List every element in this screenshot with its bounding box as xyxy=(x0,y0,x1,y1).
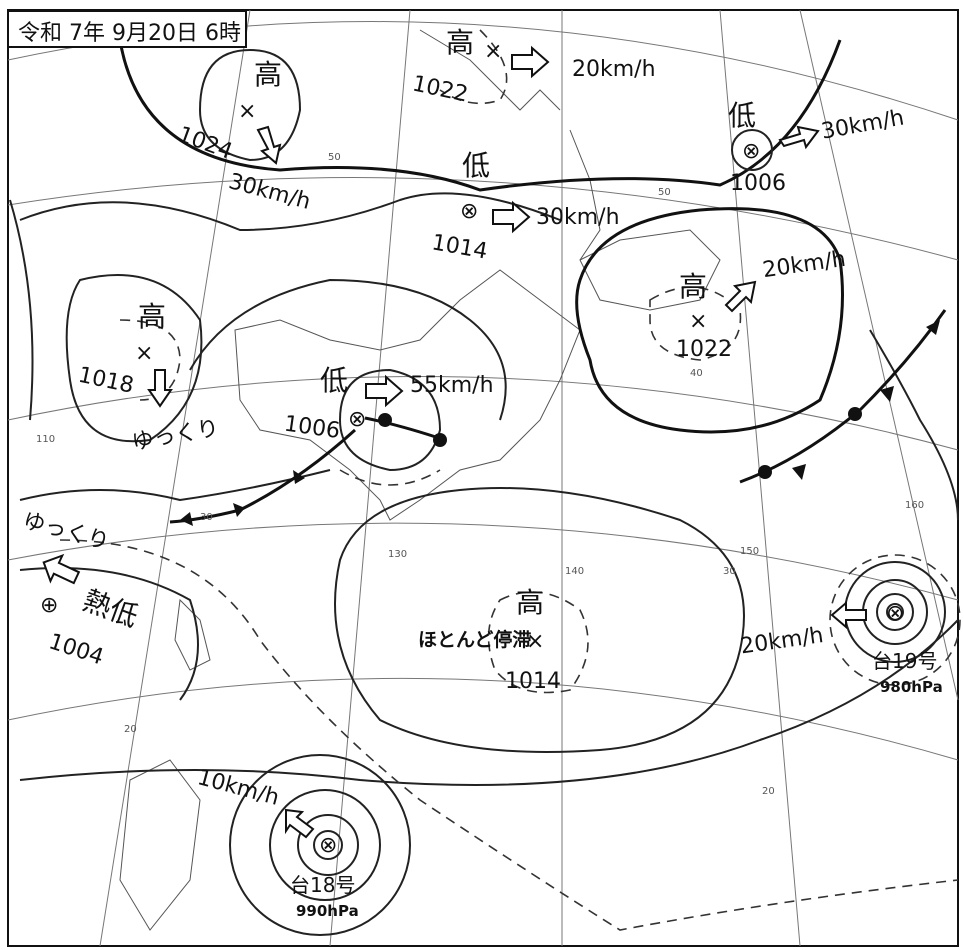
lat-label: 50 xyxy=(658,187,671,198)
map-label: 高 xyxy=(446,26,474,59)
lat-label: 20 xyxy=(762,786,775,797)
high-center-icon: × xyxy=(238,99,256,124)
high-pressure-1014-south: 高 × 1014 ほとんど停滞 xyxy=(418,586,561,694)
movement-arrow-icon xyxy=(492,200,531,234)
coastlines xyxy=(119,29,721,931)
cold-front xyxy=(169,428,357,524)
map-label: 980hPa xyxy=(880,678,943,696)
movement-arrow-icon xyxy=(830,600,867,630)
lon-label: 110 xyxy=(36,434,55,445)
map-label: 低 xyxy=(728,99,756,132)
movement-arrow-icon xyxy=(147,369,173,408)
lat-label: 20 xyxy=(124,724,137,735)
map-label: 1006 xyxy=(730,171,786,196)
lon-label: 140 xyxy=(565,566,584,577)
map-label: 台18号 xyxy=(290,873,355,897)
map-label: 高 xyxy=(138,300,166,333)
movement-arrow-icon xyxy=(42,553,81,585)
high-center-icon: × xyxy=(484,39,502,64)
lon-label: 160 xyxy=(905,500,924,511)
low-center-icon: ⊗ xyxy=(348,407,366,432)
title-text: 令和 7年 9月20日 6時 xyxy=(18,21,241,46)
map-label: 高 xyxy=(254,58,282,91)
lat-label: 30 xyxy=(200,512,213,523)
movement-arrow-icon xyxy=(285,808,315,839)
high-pressure-1018: 高 × 1018 ゆっくり xyxy=(76,300,221,456)
grid-labels: 50 50 40 30 20 20 110 130 140 150 160 30 xyxy=(36,152,924,797)
lon-label: 150 xyxy=(740,546,759,557)
high-center-icon: × xyxy=(135,341,153,366)
movement-arrow-icon xyxy=(256,125,282,165)
movement-arrow-icon xyxy=(724,280,757,313)
high-center-icon: × xyxy=(526,629,544,654)
map-label: 高 xyxy=(679,270,707,303)
lat-label: 40 xyxy=(690,368,703,379)
map-label: 1014 xyxy=(505,669,561,694)
map-label: 1022 xyxy=(676,337,732,362)
lon-label: 130 xyxy=(388,549,407,560)
map-title: 令和 7年 9月20日 6時 xyxy=(7,10,247,48)
map-label: 20km/h xyxy=(572,57,656,82)
high-center-icon: × xyxy=(689,309,707,334)
map-label: 低 xyxy=(462,149,490,182)
movement-arrow-icon xyxy=(778,125,820,150)
typhoon-center-icon: ⊗ xyxy=(886,601,904,626)
movement-arrow-icon xyxy=(511,45,550,79)
tropical-low-center-icon: ⊕ xyxy=(40,593,58,618)
lat-label: 30 xyxy=(723,566,736,577)
fronts xyxy=(169,309,947,526)
low-center-icon: ⊗ xyxy=(742,139,760,164)
low-pressure-1006-japan-sea: 低 ⊗ 1006 55km/h xyxy=(283,364,494,444)
map-frame xyxy=(7,9,959,947)
typhoon-center-icon: ⊗ xyxy=(319,833,337,858)
lat-label: 50 xyxy=(328,152,341,163)
map-label: 高 xyxy=(516,586,544,619)
map-label: 台19号 xyxy=(872,649,937,673)
map-label: 990hPa xyxy=(296,902,359,920)
map-label: 55km/h xyxy=(410,373,494,398)
map-label: 低 xyxy=(320,364,348,397)
low-center-icon: ⊗ xyxy=(460,199,478,224)
map-label: 30km/h xyxy=(536,205,620,230)
movement-arrow-icon xyxy=(365,374,404,408)
map-label: ほとんど停滞 xyxy=(418,628,531,651)
